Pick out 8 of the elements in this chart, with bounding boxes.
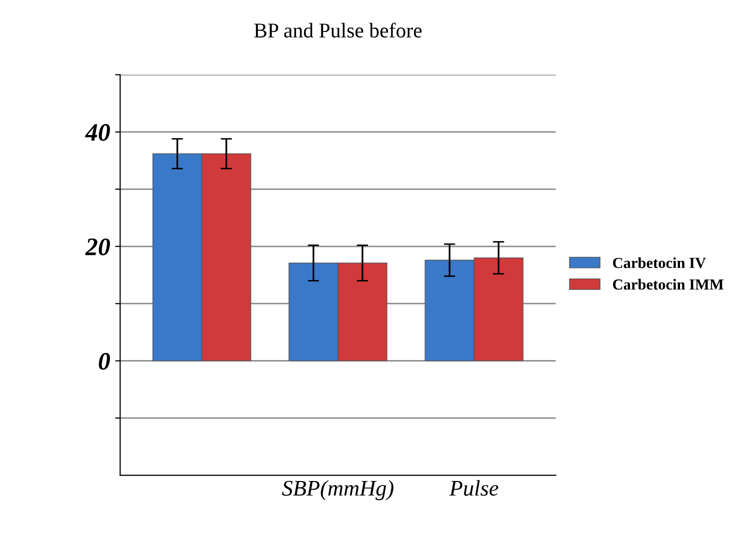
chart-title: BP and Pulse before [254, 22, 422, 38]
y-tick-label: 40 [85, 124, 110, 141]
y-tick-label: 20 [85, 238, 110, 256]
x-tick-label: SBP(mmHg) [282, 480, 394, 500]
legend-label: Carbetocin IMM [613, 278, 724, 290]
x-tick-label: Pulse [449, 480, 498, 496]
y-tick-label: 0 [98, 352, 110, 370]
legend-label: Carbetocin IV [613, 257, 706, 268]
